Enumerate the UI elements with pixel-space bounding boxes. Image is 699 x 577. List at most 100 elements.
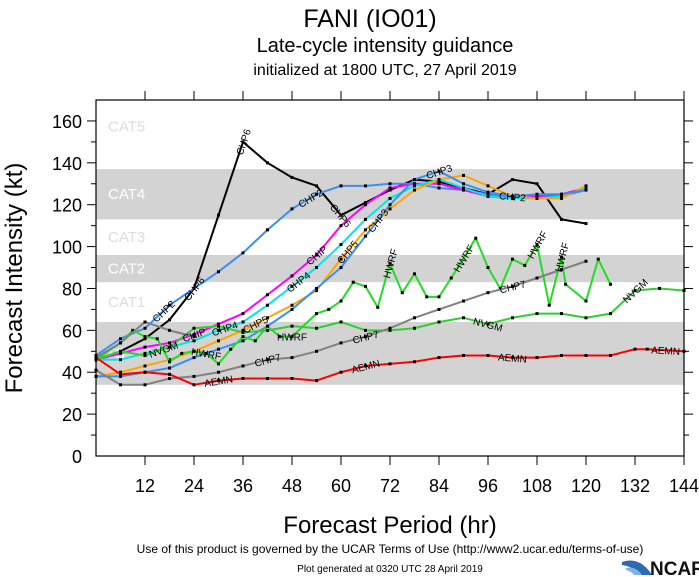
data-point <box>560 194 563 198</box>
data-point <box>437 178 441 182</box>
series-label: AEMN <box>498 352 528 365</box>
data-point <box>315 266 318 270</box>
series-line <box>95 237 612 365</box>
data-point <box>315 192 318 196</box>
data-point <box>364 184 367 188</box>
data-point <box>143 383 147 387</box>
data-point <box>241 339 245 343</box>
data-point <box>180 351 184 355</box>
data-point <box>290 356 294 360</box>
data-point <box>168 372 171 376</box>
series-label: CHP6 <box>235 128 254 157</box>
chart-subtitle: Late-cycle intensity guidance <box>257 35 514 57</box>
x-tick-label: 96 <box>478 476 498 496</box>
data-point <box>413 182 416 186</box>
y-tick-label: 80 <box>62 279 82 299</box>
data-point <box>364 217 367 221</box>
series-label: AEMN <box>204 374 234 390</box>
data-point <box>498 286 502 290</box>
data-point <box>241 312 245 316</box>
data-point <box>400 291 404 295</box>
data-point <box>364 228 367 232</box>
data-point <box>327 307 331 311</box>
data-point <box>560 217 563 221</box>
data-point <box>131 328 135 332</box>
ncar-logo-swoosh <box>622 560 652 575</box>
data-point <box>266 303 269 307</box>
data-point <box>633 347 637 351</box>
data-point <box>364 328 367 332</box>
x-tick-label: 48 <box>282 476 302 496</box>
data-point <box>437 180 441 184</box>
data-point <box>535 196 539 200</box>
data-point <box>290 307 294 311</box>
y-tick-label: 40 <box>62 363 82 383</box>
data-point <box>315 379 318 383</box>
data-point <box>413 178 416 182</box>
data-point <box>486 266 490 270</box>
data-point <box>535 192 539 196</box>
data-point <box>413 316 416 320</box>
data-point <box>584 186 588 190</box>
data-point <box>474 236 478 240</box>
data-point <box>241 140 245 144</box>
data-point <box>486 194 490 198</box>
data-point <box>462 186 465 190</box>
data-point <box>388 186 392 190</box>
data-point <box>315 184 318 188</box>
x-tick-label: 144 <box>669 476 699 496</box>
y-tick-label: 60 <box>62 321 82 341</box>
data-point <box>486 322 490 326</box>
data-point <box>290 335 294 339</box>
ncar-logo-text: NCAR <box>650 559 699 577</box>
x-tick-label: 84 <box>429 476 449 496</box>
data-point <box>168 328 171 332</box>
data-point <box>449 276 453 280</box>
data-point <box>364 234 367 238</box>
data-point <box>290 274 294 278</box>
data-point <box>388 188 392 192</box>
x-tick-label: 72 <box>380 476 400 496</box>
data-point <box>388 261 392 265</box>
data-point <box>143 351 147 355</box>
data-point <box>204 351 208 355</box>
data-point <box>364 203 367 207</box>
data-point <box>217 324 220 328</box>
data-point <box>290 207 294 211</box>
data-point <box>564 282 568 286</box>
data-point <box>413 184 416 188</box>
data-point <box>364 335 367 339</box>
y-tick-label: 140 <box>52 154 82 174</box>
data-point <box>168 360 171 364</box>
data-point <box>192 339 196 343</box>
data-point <box>143 353 147 357</box>
data-point <box>217 270 220 274</box>
data-point <box>241 377 245 381</box>
data-point <box>339 184 343 188</box>
x-tick-label: 120 <box>571 476 601 496</box>
data-point <box>462 173 465 177</box>
data-point <box>462 316 465 320</box>
band-label-cat1: CAT1 <box>108 294 145 311</box>
series-chp4 <box>94 178 588 362</box>
data-point <box>609 282 612 286</box>
x-axis-label: Forecast Period (hr) <box>283 512 496 539</box>
data-point <box>217 213 220 217</box>
data-point <box>523 263 527 267</box>
y-tick-label: 0 <box>72 447 82 467</box>
data-point <box>119 358 122 362</box>
data-point <box>278 335 282 339</box>
data-point <box>339 299 343 303</box>
data-point <box>119 374 122 378</box>
data-point <box>266 324 269 328</box>
data-point <box>229 347 233 351</box>
data-point <box>596 257 600 261</box>
data-point <box>143 345 147 349</box>
data-point <box>376 305 380 309</box>
series-nvgm <box>94 286 686 362</box>
series-label: AEMN <box>651 345 680 358</box>
band-cat2 <box>96 254 684 283</box>
data-point <box>388 207 392 211</box>
data-point <box>462 353 465 357</box>
data-point <box>609 312 612 316</box>
